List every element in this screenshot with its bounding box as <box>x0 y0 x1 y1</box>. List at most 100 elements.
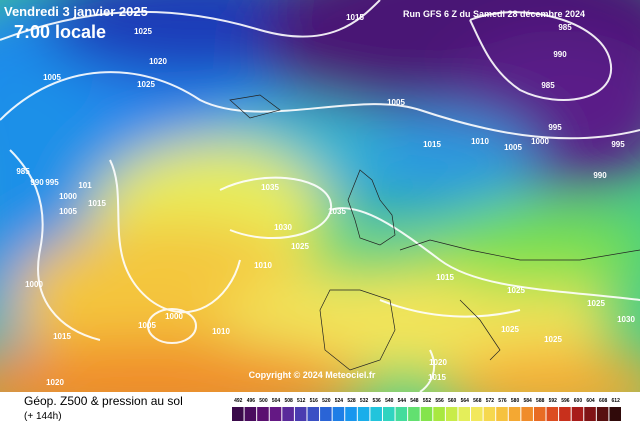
scale-swatch <box>533 407 546 421</box>
isobar-label: 1030 <box>617 315 635 324</box>
isobar-label: 1025 <box>544 335 562 344</box>
scale-swatch <box>257 407 269 421</box>
isobar-label: 995 <box>548 123 562 132</box>
isobar-label: 995 <box>45 178 59 187</box>
isobar-label: 1005 <box>504 143 522 152</box>
scale-swatch <box>559 407 571 421</box>
scale-label: 600 <box>574 398 583 404</box>
scale-swatch <box>232 407 244 421</box>
scale-swatch <box>269 407 282 421</box>
isobar-label: 1005 <box>387 98 405 107</box>
isobar-label: 1005 <box>43 73 61 82</box>
scale-label: 592 <box>549 398 558 404</box>
scale-label: 596 <box>561 398 570 404</box>
scale-swatch <box>596 407 609 421</box>
scale-label: 580 <box>511 398 520 404</box>
isobar-label: 1015 <box>423 140 441 149</box>
scale-swatch <box>508 407 521 421</box>
scale-label: 496 <box>247 398 256 404</box>
scale-label: 520 <box>322 398 331 404</box>
scale-swatch <box>483 407 496 421</box>
scale-label: 584 <box>523 398 532 404</box>
isobar-label: 1015 <box>428 373 446 382</box>
isobar-label: 985 <box>558 23 572 32</box>
isobar-label: 1000 <box>59 192 77 201</box>
scale-label: 548 <box>410 398 419 404</box>
isobar-label: 1015 <box>53 332 71 341</box>
isobar-label: 1010 <box>212 327 230 336</box>
isobar-label: 985 <box>16 167 30 176</box>
coastlines <box>229 94 640 371</box>
scale-label: 576 <box>498 398 507 404</box>
isobar-label: 1000 <box>165 312 183 321</box>
isobar-label: 1000 <box>25 280 43 289</box>
scale-label: 572 <box>486 398 495 404</box>
scale-label: 500 <box>259 398 268 404</box>
run-info: Run GFS 6 Z du Samedi 28 décembre 2024 <box>403 9 585 19</box>
isobar-label: 990 <box>30 178 44 187</box>
isobar-label: 1030 <box>274 223 292 232</box>
scale-swatch <box>395 407 408 421</box>
scale-label: 560 <box>448 398 457 404</box>
isobar-label: 1025 <box>291 242 309 251</box>
scale-label: 512 <box>297 398 306 404</box>
scale-swatch <box>282 407 294 421</box>
scale-label: 504 <box>272 398 281 404</box>
scale-swatch <box>307 407 320 421</box>
isobar-label: 990 <box>553 50 567 59</box>
scale-swatch <box>332 407 345 421</box>
scale-label: 552 <box>423 398 432 404</box>
isobar-label: 1015 <box>436 273 454 282</box>
scale-swatch <box>370 407 382 421</box>
scale-label: 544 <box>398 398 407 404</box>
isobar-label: 1025 <box>507 286 525 295</box>
scale-label: 608 <box>599 398 608 404</box>
scale-swatch <box>244 407 257 421</box>
isobar-label: 995 <box>611 140 625 149</box>
scale-swatch <box>458 407 471 421</box>
scale-label: 540 <box>385 398 394 404</box>
scale-label: 516 <box>310 398 319 404</box>
color-scale: 492 496 500 504 508 512 516 520 524 528 532 536 540 5… <box>232 398 621 421</box>
scale-label: 536 <box>373 398 382 404</box>
isobar-label: 1035 <box>328 207 346 216</box>
isobar-label: 1025 <box>501 325 519 334</box>
lead-time: (+ 144h) <box>24 411 62 422</box>
scale-swatch <box>420 407 433 421</box>
scale-label: 568 <box>473 398 482 404</box>
scale-label: 612 <box>612 398 621 404</box>
scale-label: 532 <box>360 398 369 404</box>
scale-swatch <box>408 407 420 421</box>
scale-label: 588 <box>536 398 545 404</box>
scale-swatch <box>584 407 596 421</box>
isobar-label: 1005 <box>59 207 77 216</box>
scale-label: 492 <box>234 398 243 404</box>
scale-swatch <box>294 407 307 421</box>
isobar-label: 1025 <box>137 80 155 89</box>
isobar-label: 1020 <box>46 378 64 387</box>
scale-swatch <box>320 407 332 421</box>
isobar-label: 990 <box>593 171 607 180</box>
isobar-label: 1035 <box>261 183 279 192</box>
scale-label: 524 <box>335 398 344 404</box>
scale-label: 564 <box>461 398 470 404</box>
scale-swatch <box>609 407 621 421</box>
scale-swatch <box>382 407 395 421</box>
isobar-label: 101 <box>78 181 92 190</box>
scale-swatch <box>433 407 445 421</box>
isobar-label: 1015 <box>346 13 364 22</box>
forecast-date: Vendredi 3 janvier 2025 <box>4 4 148 19</box>
isobar-label: 1015 <box>88 199 106 208</box>
scale-swatch <box>496 407 508 421</box>
copyright: Copyright © 2024 Meteociel.fr <box>249 370 376 380</box>
isobar-label: 1000 <box>531 137 549 146</box>
scale-label: 556 <box>435 398 444 404</box>
isobar-label: 1025 <box>587 299 605 308</box>
scale-swatch <box>445 407 458 421</box>
map-title: Géop. Z500 & pression au sol <box>24 394 183 408</box>
scale-swatch <box>546 407 559 421</box>
isobar-label: 1010 <box>471 137 489 146</box>
scale-label: 604 <box>586 398 595 404</box>
isobars <box>0 0 640 392</box>
